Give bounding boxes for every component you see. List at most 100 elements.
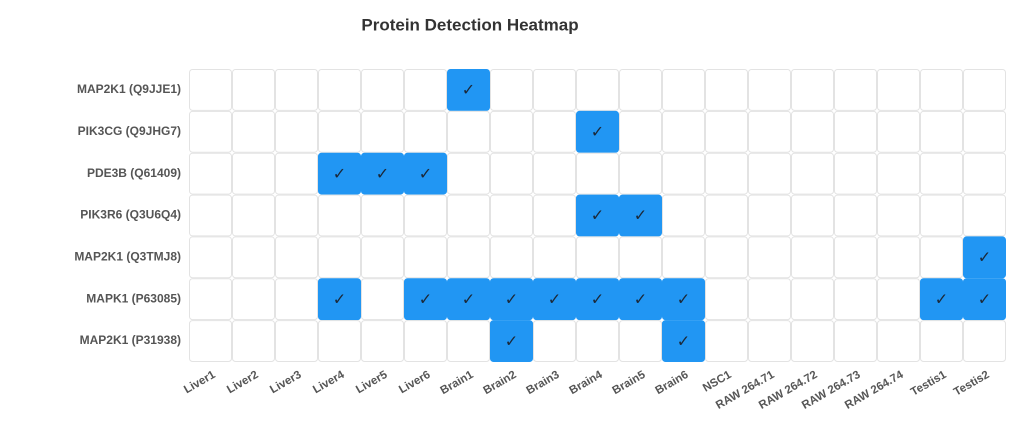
x-tick-label: Liver5 — [354, 369, 390, 397]
heatmap-cell — [619, 236, 662, 279]
heatmap-cell — [791, 194, 834, 237]
x-tick-label: Brain5 — [611, 369, 649, 398]
heatmap-cell — [275, 320, 318, 362]
heatmap-cell — [834, 110, 877, 153]
y-tick-label: MAP2K1 (Q3TMJ8) — [74, 250, 181, 264]
heatmap-cell — [232, 278, 275, 321]
heatmap-cell — [791, 69, 834, 111]
x-tick-label: Liver6 — [397, 369, 432, 396]
heatmap-cell — [576, 320, 619, 362]
heatmap-cell — [877, 110, 920, 153]
heatmap-cell — [963, 110, 1006, 153]
heatmap-cell — [533, 194, 576, 237]
heatmap-cell — [318, 110, 361, 153]
check-mark: ✓ — [591, 208, 604, 225]
heatmap-cell — [361, 152, 404, 195]
x-tick-label: Brain1 — [439, 369, 477, 398]
heatmap-cell — [275, 194, 318, 237]
heatmap-cell — [361, 194, 404, 237]
check-mark: ✓ — [462, 291, 475, 308]
heatmap-cell — [490, 278, 533, 321]
heatmap-cell — [533, 110, 576, 153]
heatmap-cell — [447, 278, 490, 321]
heatmap-cell — [920, 110, 963, 153]
heatmap-cell — [748, 69, 791, 111]
heatmap-cell — [404, 194, 447, 237]
heatmap-cell — [275, 236, 318, 279]
heatmap-cell — [447, 110, 490, 153]
heatmap-cell — [920, 320, 963, 362]
heatmap-cell — [662, 320, 705, 362]
y-tick-label: MAP2K1 (Q9JJE1) — [77, 82, 181, 96]
y-tick-label: PDE3B (Q61409) — [87, 166, 181, 180]
heatmap-cell — [361, 69, 404, 111]
heatmap-cell — [877, 278, 920, 321]
heatmap-cell — [705, 69, 748, 111]
x-tick-label: Liver3 — [268, 369, 303, 396]
heatmap-cell — [705, 320, 748, 362]
chart-title: Protein Detection Heatmap — [361, 15, 578, 34]
heatmap-cell — [232, 110, 275, 153]
x-tick-label: Testis2 — [952, 369, 992, 399]
heatmap-cell — [189, 236, 232, 279]
heatmap-cell — [232, 194, 275, 237]
heatmap-cell — [404, 278, 447, 321]
heatmap-cell — [447, 236, 490, 279]
heatmap-cell — [447, 320, 490, 362]
y-tick-label: PIK3R6 (Q3U6Q4) — [80, 208, 181, 222]
check-mark: ✓ — [419, 291, 432, 308]
heatmap-cell — [404, 152, 447, 195]
check-mark: ✓ — [677, 333, 690, 350]
x-tick-label: Brain3 — [525, 369, 562, 397]
heatmap-cell — [361, 110, 404, 153]
heatmap-cell — [447, 69, 490, 111]
heatmap-cell — [619, 152, 662, 195]
heatmap-cell — [920, 236, 963, 279]
heatmap-cell — [533, 320, 576, 362]
heatmap-cell — [361, 320, 404, 362]
heatmap-cell — [834, 69, 877, 111]
check-mark: ✓ — [634, 208, 647, 225]
heatmap-cell — [834, 320, 877, 362]
heatmap-cell — [490, 320, 533, 362]
heatmap-cell — [834, 236, 877, 279]
heatmap-cell — [662, 194, 705, 237]
heatmap-cell — [705, 278, 748, 321]
heatmap-cell — [576, 69, 619, 111]
heatmap-cell — [189, 152, 232, 195]
heatmap-cell — [490, 152, 533, 195]
heatmap-cell — [791, 236, 834, 279]
heatmap-cell — [748, 152, 791, 195]
heatmap-cell — [705, 194, 748, 237]
heatmap-cell — [877, 152, 920, 195]
heatmap-cell — [877, 236, 920, 279]
x-tick-label: NSC1 — [701, 369, 734, 395]
heatmap-cell — [533, 278, 576, 321]
heatmap-cell — [576, 278, 619, 321]
heatmap-cell — [189, 320, 232, 362]
heatmap-cell — [963, 194, 1006, 237]
heatmap-cell — [791, 110, 834, 153]
check-mark: ✓ — [978, 250, 991, 267]
heatmap-cell — [447, 194, 490, 237]
heatmap-cell — [490, 194, 533, 237]
heatmap-cell — [877, 194, 920, 237]
heatmap-cell — [619, 69, 662, 111]
check-mark: ✓ — [591, 124, 604, 141]
heatmap-cell — [275, 152, 318, 195]
heatmap-cell — [404, 236, 447, 279]
heatmap-cell — [318, 320, 361, 362]
y-tick-label: MAP2K1 (P31938) — [80, 333, 181, 347]
check-mark: ✓ — [462, 82, 475, 99]
heatmap-cell — [318, 152, 361, 195]
heatmap-cell — [662, 278, 705, 321]
check-mark: ✓ — [505, 291, 518, 308]
heatmap-cell — [490, 69, 533, 111]
heatmap-cell — [834, 194, 877, 237]
heatmap-cell — [963, 69, 1006, 111]
heatmap-cell — [748, 110, 791, 153]
x-tick-label: Liver1 — [182, 369, 218, 397]
heatmap-cell — [963, 236, 1006, 279]
heatmap-cell — [232, 152, 275, 195]
heatmap-cell — [275, 69, 318, 111]
